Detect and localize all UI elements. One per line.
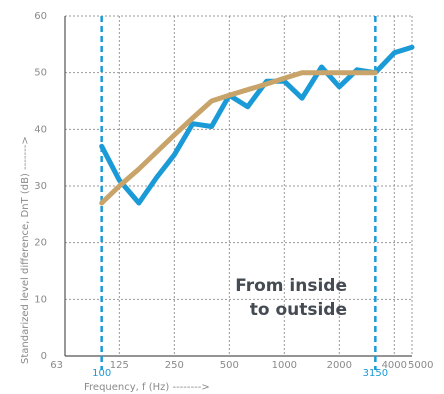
x-axis-title: Frequency, f (Hz) --------> (84, 382, 210, 393)
marker-label-3150: 3150 (363, 368, 388, 379)
y-tick-label-60: 60 (34, 11, 47, 22)
series-line-1 (99, 70, 378, 206)
y-axis-title: Standarized level difference, DnT (dB) -… (20, 136, 31, 364)
series-lines (99, 44, 415, 206)
tick-labels: 0 10 20 30 40 50 60 63 125 250 500 1000 2000 4000 5000 (34, 11, 433, 371)
x-tick-label-63: 63 (50, 360, 63, 371)
axes (64, 16, 412, 357)
frequency-range-markers: 100 3150 (92, 16, 388, 379)
y-tick-label-30: 30 (34, 181, 47, 192)
x-tick-label-250: 250 (165, 360, 184, 371)
x-tick-label-5000: 5000 (408, 360, 433, 371)
annotation-line-1: From inside (235, 276, 347, 296)
y-tick-label-40: 40 (34, 124, 47, 135)
x-tick-label-500: 500 (220, 360, 239, 371)
y-tick-label-10: 10 (34, 294, 47, 305)
x-tick-label-1000: 1000 (272, 360, 297, 371)
x-tick-label-125: 125 (110, 360, 129, 371)
annotation-line-2: to outside (250, 300, 347, 320)
y-tick-label-20: 20 (34, 238, 47, 249)
x-tick-label-4000: 4000 (382, 360, 407, 371)
x-tick-label-2000: 2000 (327, 360, 352, 371)
y-tick-label-0: 0 (41, 351, 47, 362)
y-tick-label-50: 50 (34, 68, 47, 79)
marker-label-100: 100 (92, 368, 111, 379)
